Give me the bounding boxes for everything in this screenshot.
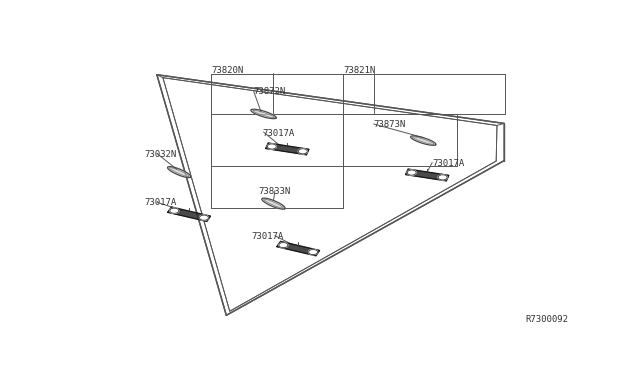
Polygon shape [406, 169, 449, 181]
Polygon shape [168, 207, 211, 221]
Text: 73872N: 73872N [253, 87, 286, 96]
Circle shape [298, 149, 307, 154]
Text: 73032N: 73032N [145, 150, 177, 158]
Text: 73017A: 73017A [262, 129, 295, 138]
Circle shape [308, 250, 317, 254]
Circle shape [200, 215, 209, 220]
Polygon shape [168, 167, 191, 177]
Circle shape [407, 170, 416, 175]
Circle shape [279, 243, 288, 248]
Text: 73820N: 73820N [211, 67, 244, 76]
Text: 73017A: 73017A [432, 159, 465, 168]
Text: 73821N: 73821N [343, 67, 375, 76]
Polygon shape [262, 198, 285, 209]
Circle shape [438, 175, 447, 180]
Text: R7300092: R7300092 [525, 315, 568, 324]
Polygon shape [266, 143, 309, 155]
Text: 73017A: 73017A [145, 198, 177, 207]
Polygon shape [277, 241, 319, 256]
Polygon shape [411, 136, 436, 145]
Circle shape [170, 208, 179, 213]
Text: 73873N: 73873N [374, 121, 406, 129]
Polygon shape [251, 109, 276, 119]
Text: 73017A: 73017A [252, 232, 284, 241]
Text: 73833N: 73833N [259, 187, 291, 196]
Circle shape [268, 144, 276, 149]
